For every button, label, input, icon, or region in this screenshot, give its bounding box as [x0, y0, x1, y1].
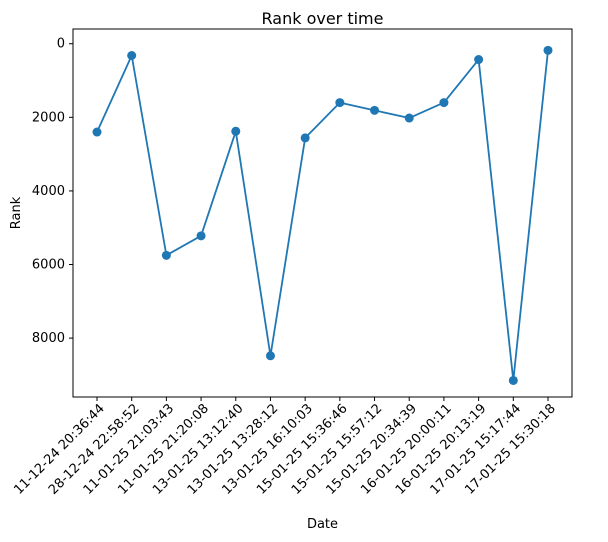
- data-point: [161, 250, 171, 260]
- y-tick-label: 4000: [32, 184, 65, 199]
- data-point: [92, 127, 102, 137]
- data-point: [231, 126, 241, 136]
- y-axis-label: Rank: [9, 196, 24, 229]
- data-point: [439, 98, 449, 108]
- y-tick-label: 0: [57, 37, 65, 52]
- series-rank: [92, 45, 553, 385]
- data-point: [300, 133, 310, 143]
- data-point: [127, 50, 137, 60]
- x-axis-label: Date: [307, 517, 338, 532]
- y-axis: 0 2000 4000 6000 8000: [32, 37, 73, 346]
- y-tick-label: 6000: [32, 258, 65, 273]
- data-point: [474, 55, 484, 65]
- series-line: [96, 50, 549, 382]
- data-point: [335, 98, 345, 108]
- data-point: [543, 45, 553, 55]
- y-tick-label: 2000: [32, 110, 65, 125]
- data-point: [196, 231, 206, 241]
- data-point: [508, 375, 518, 385]
- plot-area: [72, 28, 573, 398]
- data-point: [265, 351, 275, 361]
- y-tick-label: 8000: [32, 331, 65, 346]
- data-point: [370, 105, 380, 115]
- chart-title: Rank over time: [262, 9, 384, 28]
- data-point: [404, 113, 414, 123]
